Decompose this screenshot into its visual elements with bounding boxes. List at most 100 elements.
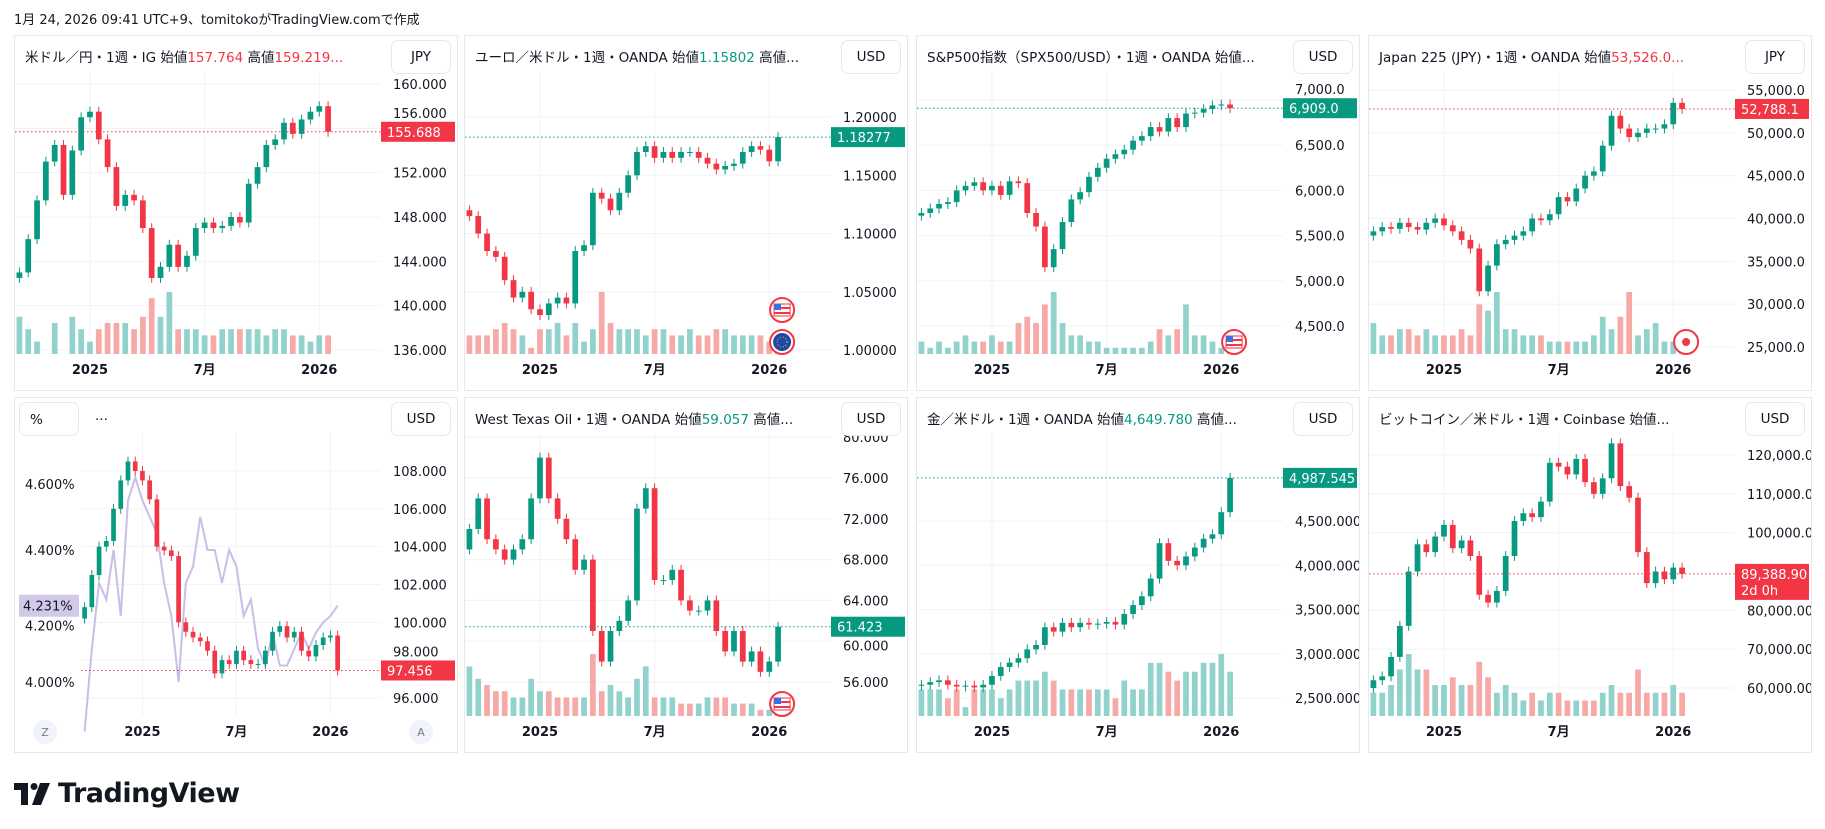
currency-button[interactable]: JPY <box>1745 40 1805 74</box>
chart-canvas[interactable]: 160.000 156.000 152.000 148.000 144.000 140.0… <box>15 36 458 391</box>
volume-bar <box>1112 347 1119 354</box>
volume-bar <box>192 329 199 354</box>
symbol-legend[interactable]: ユーロ／米ドル・1週・OANDA 始値1.15802 高値... <box>475 46 799 66</box>
chart-panel[interactable]: 4,500.000 4,000.000 3,500.000 3,000.000 2,50… <box>916 397 1360 753</box>
candle <box>270 626 275 656</box>
symbol-legend[interactable]: ビットコイン／米ドル・1週・Coinbase 始値... <box>1379 408 1669 428</box>
chart-panel[interactable]: 108.000 106.000 104.000 102.000 100.000 98.00… <box>14 397 458 753</box>
candle <box>1183 551 1189 571</box>
candle-body <box>739 631 746 662</box>
candle <box>284 621 290 643</box>
candle-body <box>210 222 217 229</box>
chart-panel[interactable]: 120,000.00 110,000.00 100,000.00 80,000.00 7… <box>1368 397 1812 753</box>
volume-bar <box>1476 661 1483 716</box>
chart-panel[interactable]: 1.20000 1.15000 1.10000 1.05000 1.00000 2025 7… <box>464 35 908 391</box>
currency-button[interactable]: USD <box>1745 402 1805 436</box>
candle-body <box>25 239 32 273</box>
candle <box>1626 481 1633 503</box>
tradingview-logo[interactable]: TradingView <box>14 778 240 809</box>
currency-button[interactable]: USD <box>1293 402 1353 436</box>
candle <box>1165 538 1172 566</box>
candle <box>169 545 174 562</box>
candle-body <box>1042 627 1048 645</box>
time-tick-label: 2026 <box>1655 363 1691 378</box>
chart-panel[interactable]: 7,000.0 6,500.0 6,000.0 5,500.0 5,000.0 4,500… <box>916 35 1360 391</box>
symbol-legend[interactable]: 金／米ドル・1週・OANDA 始値4,649.780 高値... <box>927 408 1237 428</box>
volume-bar <box>918 341 925 354</box>
price-tick-label: 144.000 <box>393 255 447 270</box>
volume-bar <box>16 316 23 354</box>
jp-flag-icon[interactable] <box>1673 329 1700 355</box>
candle-body <box>590 559 596 632</box>
candle-body <box>1183 556 1189 566</box>
currency-button[interactable]: JPY <box>391 40 451 74</box>
volume-bar <box>1582 341 1588 354</box>
price-tick-label: 1.15000 <box>843 169 897 184</box>
volume-bar <box>78 329 85 354</box>
currency-button[interactable]: USD <box>841 402 901 436</box>
price-tick-label: 1.20000 <box>843 111 897 126</box>
candle <box>1458 535 1465 554</box>
chart-panel[interactable]: 80.000 76.000 72.000 68.000 64.000 60.000 56.0… <box>464 397 908 753</box>
candle <box>739 147 746 169</box>
symbol-legend[interactable]: S&P500指数（SPX500/USD）・1週・OANDA 始値... <box>927 46 1255 66</box>
volume-bar <box>1191 335 1198 354</box>
chart-canvas[interactable]: 80.00076.00072.00068.00064.00060.00056.0… <box>465 398 908 753</box>
candle <box>176 551 181 628</box>
chart-canvas[interactable]: 4,500.000 4,000.000 3,500.000 3,000.000 2,50… <box>917 398 1360 753</box>
candle-body <box>997 185 1004 195</box>
chart-canvas[interactable]: 108.000 106.000 104.000 102.000 100.000 98.00… <box>15 398 458 753</box>
candle-body <box>466 529 473 550</box>
legend-collapsed[interactable]: ... <box>95 408 108 424</box>
us-flag-icon[interactable] <box>769 297 796 323</box>
candle <box>731 626 737 657</box>
auto-scale-a-button[interactable]: A <box>409 720 433 744</box>
volume-bar <box>581 697 587 716</box>
symbol-legend[interactable]: 米ドル／円・1週・IG 始値157.764 高値159.219... <box>25 46 343 66</box>
currency-button[interactable]: USD <box>841 40 901 74</box>
chart-panel[interactable]: 160.000 156.000 152.000 148.000 144.000 140.0… <box>14 35 458 391</box>
symbol-legend[interactable]: Japan 225 (JPY)・1週・OANDA 始値53,526.0... <box>1379 46 1684 66</box>
candle-body <box>1458 231 1465 240</box>
candle-body <box>1227 477 1233 513</box>
volume-bar <box>1103 689 1110 716</box>
log-scale-z-button[interactable]: Z <box>33 720 57 744</box>
volume-bar <box>175 329 182 354</box>
candle-body <box>103 540 109 547</box>
chart-canvas[interactable]: 7,000.0 6,500.0 6,000.0 5,500.0 5,000.0 4,500… <box>917 36 1360 391</box>
chart-canvas[interactable]: 55,000.0 50,000.0 45,000.0 40,000.0 35,000.0… <box>1369 36 1812 391</box>
candle <box>651 483 658 585</box>
volume-bar <box>660 697 667 716</box>
chart-canvas[interactable]: 120,000.00 110,000.00 100,000.00 80,000.00 7… <box>1369 398 1812 753</box>
us-flag-icon[interactable] <box>769 691 796 717</box>
volume-bar <box>69 316 76 354</box>
volume-bar <box>34 341 40 354</box>
eu-flag-icon[interactable] <box>769 329 796 355</box>
percent-scale-button[interactable]: % <box>19 402 79 436</box>
volume-bar <box>1529 692 1536 716</box>
symbol-legend[interactable]: West Texas Oil・1週・OANDA 始値59.057 高値... <box>475 408 793 428</box>
candle-body <box>501 549 508 560</box>
chart-canvas[interactable]: 1.20000 1.15000 1.10000 1.05000 1.00000 2025 7… <box>465 36 908 391</box>
currency-button[interactable]: USD <box>391 402 451 436</box>
candle <box>616 187 623 216</box>
candle-body <box>722 631 729 652</box>
candle-body <box>695 151 702 158</box>
candle <box>1485 260 1491 297</box>
us-flag-icon[interactable] <box>1221 329 1248 355</box>
volume-bar <box>945 347 951 354</box>
candle-body <box>918 684 925 686</box>
candle-body <box>1147 578 1154 597</box>
candle-body <box>201 222 208 229</box>
currency-button[interactable]: USD <box>1293 40 1353 74</box>
candle <box>1467 535 1474 561</box>
candle <box>1370 675 1377 693</box>
candle-body <box>748 146 755 152</box>
time-tick-label: 7月 <box>644 725 666 740</box>
volume-bar <box>1191 671 1198 716</box>
candle <box>262 645 268 669</box>
candle-body <box>237 217 243 223</box>
chart-panel[interactable]: 55,000.0 50,000.0 45,000.0 40,000.0 35,000.0… <box>1368 35 1812 391</box>
volume-bar <box>1608 329 1615 354</box>
candle <box>510 544 517 565</box>
